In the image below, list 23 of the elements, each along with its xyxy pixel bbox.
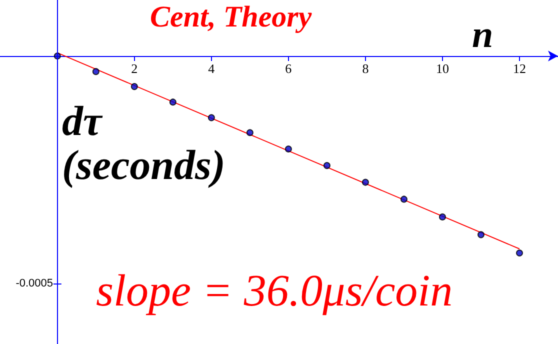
x-tick-label: 6 (285, 61, 292, 76)
point (130, 83, 138, 90)
x-tick-label: 8 (362, 61, 369, 76)
y-axis-title: dτ (seconds) (62, 99, 226, 189)
point (169, 98, 176, 106)
x-axis-title: n (472, 14, 494, 56)
chart-title: Cent, Theory (150, 0, 312, 34)
point (323, 162, 330, 170)
text: -0.0005 (16, 278, 54, 290)
point (438, 213, 446, 220)
point (92, 68, 100, 76)
point (246, 129, 254, 136)
x-tick-label: 4 (208, 61, 216, 76)
point (362, 178, 369, 186)
point (516, 250, 523, 256)
x-tick-label: 10 (436, 61, 449, 76)
point (400, 196, 408, 203)
text: slope = 36.0μs/coin (96, 266, 453, 316)
point (208, 114, 215, 122)
x-tick-label: 12 (512, 61, 526, 76)
x-tick-label: 2 (131, 61, 138, 76)
point (284, 145, 292, 152)
point (477, 231, 484, 238)
